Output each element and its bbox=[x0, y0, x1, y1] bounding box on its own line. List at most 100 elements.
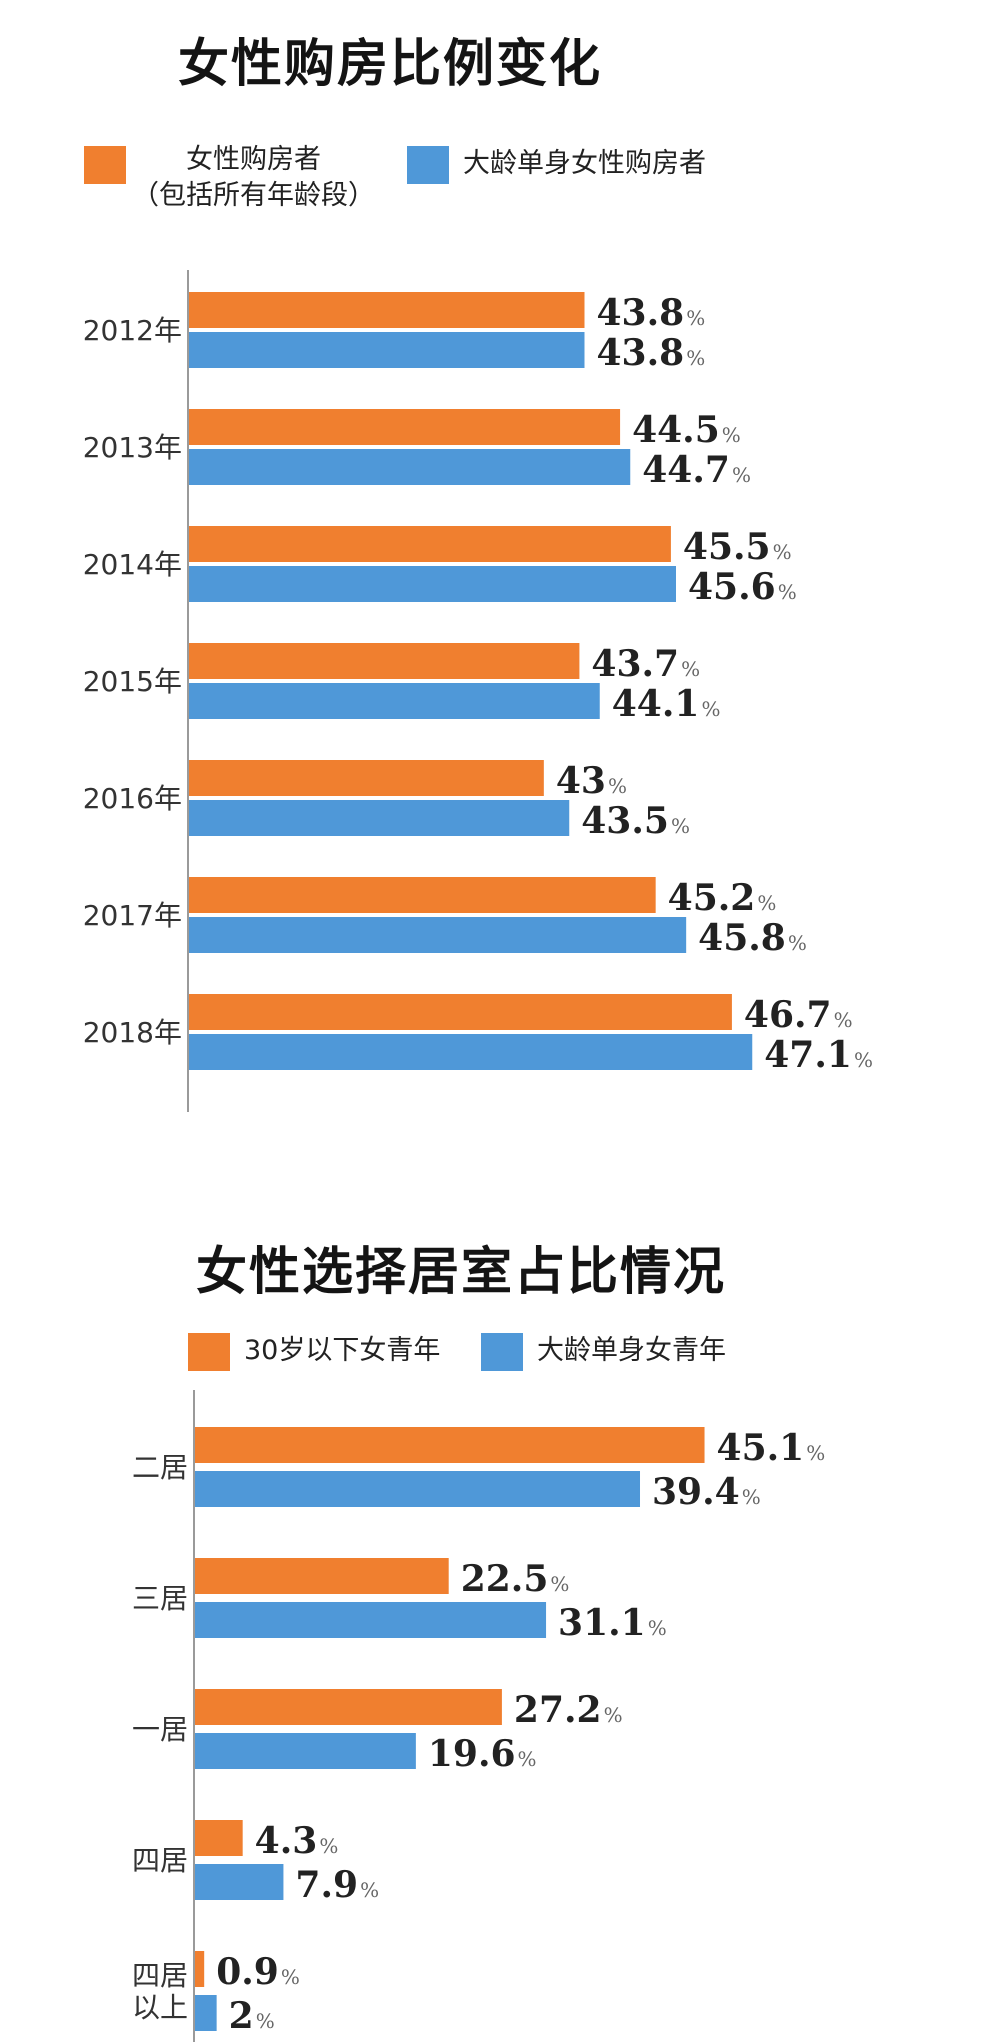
data-label-value: 45.2 bbox=[668, 877, 756, 919]
data-label-value: 39.4 bbox=[652, 1471, 740, 1513]
data-label: 43% bbox=[556, 760, 627, 802]
data-label: 4.3% bbox=[255, 1820, 339, 1862]
data-label-value: 47.1 bbox=[764, 1034, 852, 1076]
data-label: 45.5% bbox=[683, 526, 792, 568]
data-label-unit: % bbox=[360, 1878, 379, 1902]
data-label: 44.1% bbox=[612, 683, 721, 725]
legend-swatch-blue bbox=[407, 146, 449, 184]
legend-item-under-30-women: 30岁以下女青年 bbox=[188, 1333, 440, 1371]
bar-orange bbox=[189, 643, 580, 679]
data-label-unit: % bbox=[806, 1441, 825, 1465]
data-label: 7.9% bbox=[295, 1864, 379, 1906]
bar-blue bbox=[189, 566, 676, 602]
data-label-value: 19.6 bbox=[428, 1733, 516, 1775]
data-label-unit: % bbox=[788, 931, 807, 955]
data-label-unit: % bbox=[686, 346, 705, 370]
bar-blue bbox=[195, 1733, 416, 1769]
bar-orange bbox=[189, 292, 585, 328]
data-label-unit: % bbox=[732, 463, 751, 487]
category-tick-label: 二居 bbox=[132, 1451, 188, 1484]
data-label-unit: % bbox=[648, 1616, 667, 1640]
data-label-unit: % bbox=[256, 2009, 275, 2033]
category-tick-label: 以上 bbox=[132, 1991, 188, 2024]
data-label-value: 45.5 bbox=[683, 526, 771, 568]
data-label-unit: % bbox=[722, 423, 741, 447]
bar-blue bbox=[189, 683, 600, 719]
category-tick-label: 2016年 bbox=[83, 782, 182, 815]
legend-label-line: 女性购房者 bbox=[186, 144, 321, 175]
chart-female-room-type-share: 女性选择居室占比情况 30岁以下女青年 大龄单身女青年 二居 45.1% 39.4%… bbox=[0, 1170, 1000, 2043]
bar-orange bbox=[189, 994, 732, 1030]
data-label-value: 22.5 bbox=[461, 1558, 549, 1600]
category-tick-label: 2018年 bbox=[83, 1016, 182, 1049]
data-label-unit: % bbox=[834, 1008, 853, 1032]
data-label-value: 45.8 bbox=[698, 917, 786, 959]
data-label: 45.6% bbox=[688, 566, 797, 608]
data-label-value: 44.1 bbox=[612, 683, 700, 725]
data-label-unit: % bbox=[757, 891, 776, 915]
data-label-value: 44.7 bbox=[642, 449, 730, 491]
data-label-value: 43.7 bbox=[591, 643, 679, 685]
data-label-unit: % bbox=[773, 540, 792, 564]
bar-orange bbox=[189, 526, 671, 562]
chart-title: 女性购房比例变化 bbox=[178, 35, 603, 94]
data-label-value: 45.6 bbox=[688, 566, 776, 608]
category-tick-label: 2017年 bbox=[83, 899, 182, 932]
data-label-value: 46.7 bbox=[744, 994, 832, 1036]
category-tick-label: 2012年 bbox=[83, 314, 182, 347]
data-label: 22.5% bbox=[461, 1558, 570, 1600]
data-label-unit: % bbox=[686, 306, 705, 330]
data-label: 43.5% bbox=[581, 800, 690, 842]
data-label-value: 27.2 bbox=[514, 1689, 602, 1731]
data-label: 19.6% bbox=[428, 1733, 537, 1775]
category-tick-label: 2014年 bbox=[83, 548, 182, 581]
data-label-value: 7.9 bbox=[295, 1864, 358, 1906]
bar-blue bbox=[189, 332, 585, 368]
data-label: 27.2% bbox=[514, 1689, 623, 1731]
data-label-unit: % bbox=[701, 697, 720, 721]
legend-label: 大龄单身女性购房者 bbox=[463, 148, 706, 179]
data-label: 43.8% bbox=[597, 292, 706, 334]
bar-blue bbox=[189, 800, 570, 836]
data-label-value: 45.1 bbox=[717, 1427, 805, 1469]
data-label: 43.7% bbox=[591, 643, 700, 685]
data-label-value: 43.8 bbox=[597, 332, 685, 374]
bar-blue bbox=[189, 1034, 753, 1070]
data-label-unit: % bbox=[604, 1703, 623, 1727]
data-label: 39.4% bbox=[652, 1471, 761, 1513]
data-label-unit: % bbox=[778, 580, 797, 604]
data-label-value: 2 bbox=[229, 1995, 254, 2037]
bar-blue bbox=[195, 1995, 217, 2031]
data-label-unit: % bbox=[854, 1048, 873, 1072]
bar-blue bbox=[195, 1602, 547, 1638]
data-label-unit: % bbox=[681, 657, 700, 681]
data-label-value: 44.5 bbox=[632, 409, 720, 451]
category-tick-label: 2015年 bbox=[83, 665, 182, 698]
legend-swatch-orange bbox=[188, 1333, 230, 1371]
data-label: 47.1% bbox=[764, 1034, 873, 1076]
data-label: 44.7% bbox=[642, 449, 751, 491]
bar-plot: 二居 45.1 %39.4 %三居 22.5 %31.1 %一居 27.2 %19.6 %四居 4.… bbox=[132, 1390, 825, 2042]
data-label-unit: % bbox=[281, 1965, 300, 1989]
data-label-value: 31.1 bbox=[558, 1602, 646, 1644]
bar-orange bbox=[195, 1820, 243, 1856]
category-tick-label: 三居 bbox=[132, 1582, 188, 1615]
category-tick-label: 2013年 bbox=[83, 431, 182, 464]
data-label-value: 43 bbox=[556, 760, 606, 802]
legend-swatch-blue bbox=[481, 1333, 523, 1371]
category-tick-label: 四居 bbox=[132, 1844, 188, 1877]
category-tick-label: 四居 bbox=[132, 1959, 188, 1992]
data-label-unit: % bbox=[608, 774, 627, 798]
bar-orange bbox=[189, 877, 656, 913]
data-label-value: 4.3 bbox=[255, 1820, 318, 1862]
data-label: 2% bbox=[229, 1995, 275, 2037]
data-label-value: 43.5 bbox=[581, 800, 669, 842]
data-label: 45.8% bbox=[698, 917, 807, 959]
legend-item-female-buyers: 女性购房者 （包括所有年龄段） bbox=[84, 142, 375, 214]
data-label-unit: % bbox=[518, 1747, 537, 1771]
bar-orange bbox=[189, 760, 544, 796]
legend-item-single-older-female-buyers: 大龄单身女性购房者 bbox=[407, 146, 706, 184]
bar-blue bbox=[195, 1864, 284, 1900]
data-label-value: 0.9 bbox=[216, 1951, 279, 1993]
data-label-unit: % bbox=[550, 1572, 569, 1596]
